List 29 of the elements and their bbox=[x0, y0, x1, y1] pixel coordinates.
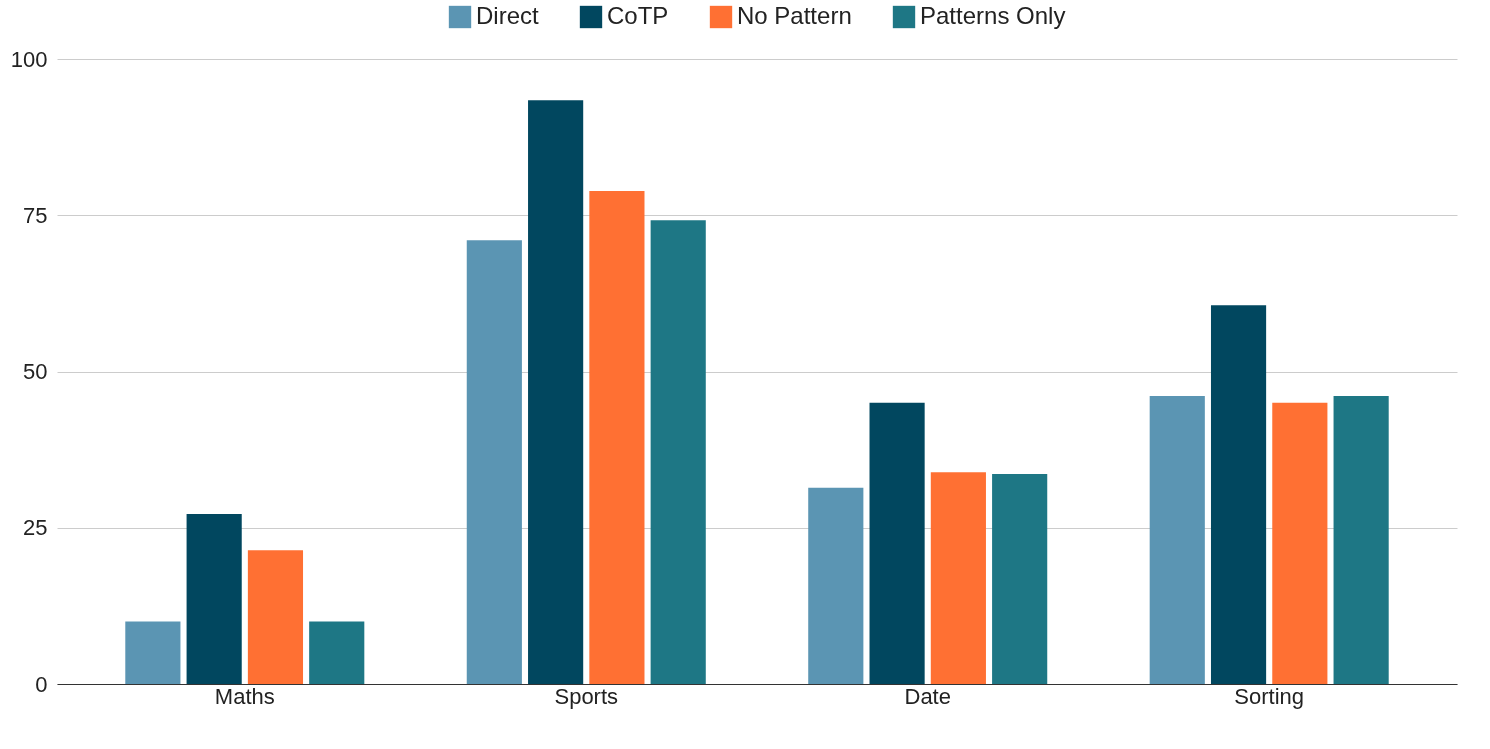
bar bbox=[992, 474, 1048, 684]
bar bbox=[1210, 305, 1267, 684]
y-tick-label: 100 bbox=[10, 46, 48, 72]
legend-label: No Pattern bbox=[737, 2, 852, 29]
x-tick-label: Sorting bbox=[1234, 683, 1305, 709]
bar bbox=[930, 472, 986, 684]
legend-label: Direct bbox=[476, 2, 539, 29]
y-tick-label: 25 bbox=[23, 515, 48, 541]
y-tick-label: 75 bbox=[23, 202, 48, 228]
bar bbox=[309, 621, 365, 684]
y-tick-label: 0 bbox=[35, 671, 48, 697]
bar bbox=[869, 402, 925, 684]
bar bbox=[808, 487, 864, 684]
legend-label: CoTP bbox=[607, 2, 669, 29]
bar bbox=[589, 190, 645, 684]
y-tick-label: 50 bbox=[23, 359, 48, 384]
bar bbox=[186, 514, 242, 684]
x-tick-label: Sports bbox=[554, 683, 619, 709]
bar bbox=[1272, 402, 1328, 684]
bar bbox=[1149, 395, 1205, 684]
x-tick-label: Maths bbox=[214, 683, 275, 709]
x-tick-label: Date bbox=[904, 683, 951, 709]
bar bbox=[466, 240, 522, 684]
bar bbox=[1333, 395, 1389, 684]
bar bbox=[650, 220, 706, 684]
legend-label: Patterns Only bbox=[920, 2, 1066, 29]
bar bbox=[528, 100, 584, 684]
bar bbox=[247, 550, 304, 684]
bar bbox=[125, 621, 181, 684]
